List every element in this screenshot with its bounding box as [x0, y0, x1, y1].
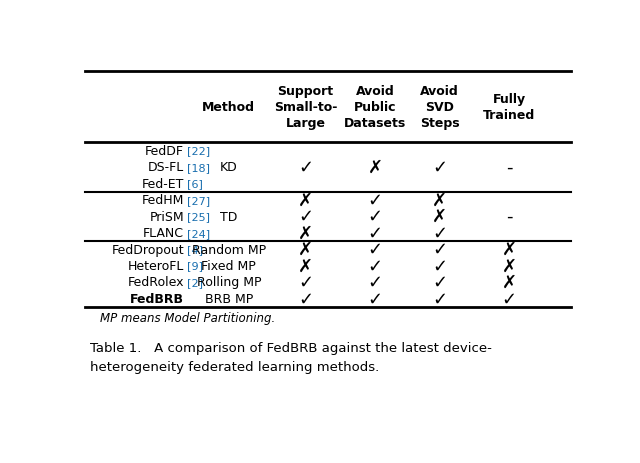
- Text: Random MP: Random MP: [192, 243, 266, 256]
- Text: Rolling MP: Rolling MP: [196, 276, 261, 289]
- Text: ✓: ✓: [298, 273, 313, 291]
- Text: ✓: ✓: [367, 224, 383, 242]
- Text: MP means Model Partitioning.: MP means Model Partitioning.: [100, 311, 275, 324]
- Text: DS-FL: DS-FL: [148, 161, 184, 174]
- Text: FedRolex: FedRolex: [127, 276, 184, 289]
- Text: ✓: ✓: [432, 257, 447, 275]
- Text: ✓: ✓: [432, 224, 447, 242]
- Text: ✗: ✗: [432, 191, 447, 209]
- Text: ✓: ✓: [367, 208, 383, 225]
- Text: [25]: [25]: [187, 212, 210, 222]
- Text: TD: TD: [220, 210, 237, 223]
- Text: [4]: [4]: [187, 244, 203, 255]
- Text: ✓: ✓: [432, 158, 447, 176]
- Text: BRB MP: BRB MP: [205, 292, 253, 305]
- Text: -: -: [506, 158, 512, 176]
- Text: ✗: ✗: [502, 257, 516, 275]
- Text: Avoid
Public
Datasets: Avoid Public Datasets: [344, 85, 406, 130]
- Text: Table 1.   A comparison of FedBRB against the latest device-
heterogeneity feder: Table 1. A comparison of FedBRB against …: [90, 341, 492, 373]
- Text: -: -: [506, 208, 512, 225]
- Text: ✗: ✗: [298, 240, 313, 258]
- Text: ✓: ✓: [502, 290, 516, 308]
- Text: Support
Small-to-
Large: Support Small-to- Large: [274, 85, 337, 130]
- Text: ✓: ✓: [367, 257, 383, 275]
- Text: ✗: ✗: [432, 208, 447, 225]
- Text: [27]: [27]: [187, 195, 210, 205]
- Text: ✓: ✓: [298, 290, 313, 308]
- Text: ✗: ✗: [298, 191, 313, 209]
- Text: FedDropout: FedDropout: [111, 243, 184, 256]
- Text: ✓: ✓: [367, 240, 383, 258]
- Text: Fixed MP: Fixed MP: [202, 259, 256, 272]
- Text: ✓: ✓: [367, 191, 383, 209]
- Text: ✓: ✓: [298, 158, 313, 176]
- Text: [6]: [6]: [187, 179, 202, 189]
- Text: [22]: [22]: [187, 146, 210, 156]
- Text: Method: Method: [202, 101, 255, 114]
- Text: ✗: ✗: [298, 224, 313, 242]
- Text: Fully
Trained: Fully Trained: [483, 93, 535, 122]
- Text: [9]: [9]: [187, 261, 203, 271]
- Text: [2]: [2]: [187, 277, 203, 287]
- Text: PriSM: PriSM: [150, 210, 184, 223]
- Text: ✓: ✓: [432, 290, 447, 308]
- Text: [24]: [24]: [187, 228, 210, 238]
- Text: ✗: ✗: [502, 240, 516, 258]
- Text: FedDF: FedDF: [145, 144, 184, 157]
- Text: ✓: ✓: [298, 208, 313, 225]
- Text: FLANC: FLANC: [143, 226, 184, 239]
- Text: KD: KD: [220, 161, 237, 174]
- Text: [18]: [18]: [187, 163, 210, 173]
- Text: ✓: ✓: [367, 290, 383, 308]
- Text: ✗: ✗: [298, 257, 313, 275]
- Text: Avoid
SVD
Steps: Avoid SVD Steps: [420, 85, 460, 130]
- Text: ✓: ✓: [367, 273, 383, 291]
- Text: ✓: ✓: [432, 240, 447, 258]
- Text: ✗: ✗: [367, 158, 383, 176]
- Text: HeteroFL: HeteroFL: [128, 259, 184, 272]
- Text: ✓: ✓: [432, 273, 447, 291]
- Text: FedBRB: FedBRB: [130, 292, 184, 305]
- Text: FedHM: FedHM: [142, 194, 184, 207]
- Text: ✗: ✗: [502, 273, 516, 291]
- Text: Fed-ET: Fed-ET: [142, 177, 184, 190]
